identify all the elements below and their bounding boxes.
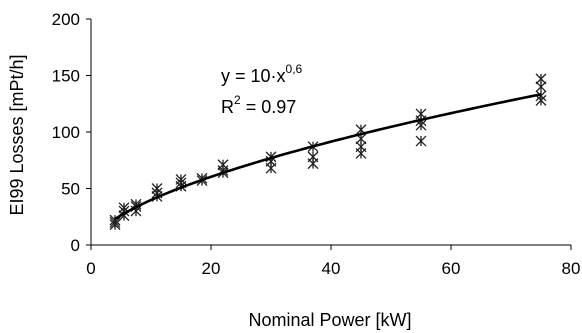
r-squared-value: = 0.97 bbox=[241, 97, 297, 117]
data-point bbox=[151, 183, 163, 194]
y-tick-label: 100 bbox=[52, 123, 80, 142]
asterisk-marker bbox=[535, 73, 547, 85]
asterisk-marker bbox=[415, 108, 427, 120]
data-point bbox=[535, 90, 547, 102]
ticks: 0 20 40 60 80 0 50 100 150 200 bbox=[52, 10, 581, 278]
x-tick-label: 0 bbox=[86, 259, 95, 278]
r-squared-symbol: R bbox=[221, 97, 234, 117]
y-tick-label: 0 bbox=[71, 236, 80, 255]
fit-curve bbox=[114, 93, 542, 221]
data-point bbox=[415, 108, 427, 120]
x-tick-label: 80 bbox=[562, 259, 581, 278]
data-point bbox=[175, 174, 187, 185]
data-points bbox=[109, 73, 547, 231]
equation-exponent: 0,6 bbox=[286, 62, 303, 76]
data-point bbox=[307, 151, 319, 163]
fit-curve-group bbox=[114, 93, 542, 221]
equation-annotation: y = 10·x0,6 bbox=[221, 62, 303, 86]
r-squared-superscript: 2 bbox=[234, 93, 241, 107]
asterisk-marker bbox=[415, 135, 427, 147]
x-tick-label: 40 bbox=[322, 259, 341, 278]
data-point bbox=[217, 159, 229, 171]
data-point bbox=[535, 73, 547, 85]
x-tick-label: 60 bbox=[442, 259, 461, 278]
y-tick-label: 50 bbox=[61, 180, 80, 199]
asterisk-marker bbox=[307, 151, 319, 163]
asterisk-marker bbox=[175, 174, 187, 185]
x-axis-title: Nominal Power [kW] bbox=[248, 310, 411, 330]
y-axis-title: EI99 Losses [mPt/h] bbox=[7, 54, 27, 215]
equation-base: y = 10·x bbox=[221, 66, 286, 86]
x-tick-label: 20 bbox=[202, 259, 221, 278]
y-tick-label: 150 bbox=[52, 67, 80, 86]
asterisk-marker bbox=[151, 183, 163, 194]
asterisk-marker bbox=[217, 159, 229, 171]
asterisk-marker bbox=[535, 90, 547, 102]
data-point bbox=[415, 135, 427, 147]
r-squared-annotation: R2 = 0.97 bbox=[221, 93, 296, 117]
y-tick-label: 200 bbox=[52, 10, 80, 29]
axes bbox=[90, 19, 571, 246]
